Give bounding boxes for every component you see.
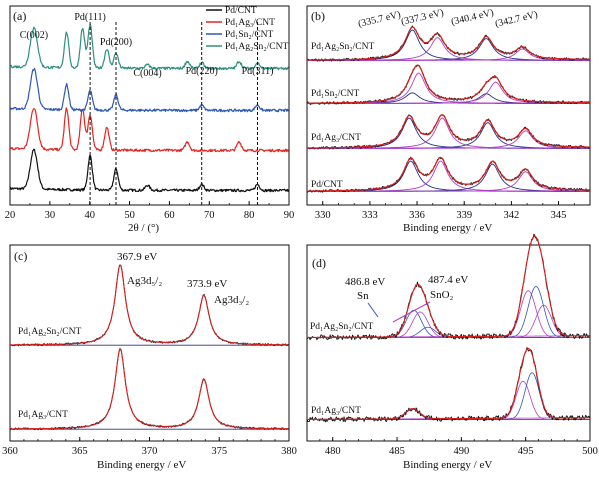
panel-a-tick-label: 30 — [45, 210, 56, 221]
panel-b-tick-label: 336 — [409, 210, 425, 221]
panel-b-tick-label: 342 — [504, 210, 520, 221]
panel-a-tick-label: 40 — [84, 210, 95, 221]
panel-a-tick-label: 20 — [5, 210, 16, 221]
peak-energy-label: 487.4 eV — [428, 274, 468, 286]
xps-fit-envelope — [307, 156, 590, 192]
panel-a-legend: Pd/CNT Pd₁Ag₃/CNT Pd₁Sn₂/CNT Pd₁Ag₂Sn₂/CNT — [206, 6, 288, 52]
panel-c-tick-label: 375 — [211, 446, 227, 457]
sample-label: Pd₁Ag₂Sn₂/CNT — [311, 42, 374, 52]
xrd-peak-label: Pd(200) — [100, 37, 132, 48]
panel-a: 20 30 40 50 60 70 80 90 C(002) Pd(111) Pd(200) C(0… — [5, 5, 295, 234]
xps-energy-label: (335.7 eV) — [357, 9, 402, 29]
sample-label: Pd₁Ag₂Sn₂/CNT — [18, 327, 81, 337]
panel-d-tick-label: 500 — [582, 446, 598, 457]
peak-energy-label: 367.9 eV — [117, 251, 157, 263]
legend-entry: Pd₁Ag₃/CNT — [225, 18, 275, 28]
xps-fit-envelope — [307, 114, 590, 149]
xps-fit-envelope — [10, 348, 289, 430]
xrd-peak-label: Pd(220) — [186, 66, 218, 77]
panel-a-tick-label: 90 — [284, 210, 295, 221]
panel-c-label: (c) — [14, 249, 27, 263]
xps-fit-envelope — [307, 235, 590, 338]
xps-energy-label: (342.7 eV) — [494, 9, 539, 29]
xrd-series-line — [9, 23, 289, 71]
annotation-arrow — [392, 301, 431, 323]
panel-d: 480 485 490 495 500 (d) 486.8 eV Sn 487.4 eV Sn… — [306, 233, 598, 471]
legend-entry: Pd₁Ag₂Sn₂/CNT — [225, 42, 288, 52]
peak-name-label: Ag3d₅/₂ — [127, 275, 162, 287]
panel-b-xlabel: Binding energy / eV — [403, 222, 492, 234]
panel-d-tick-label: 490 — [453, 446, 469, 457]
xrd-series-line — [9, 67, 289, 113]
peak-energy-label: 486.8 eV — [345, 276, 385, 288]
panel-a-tick-label: 70 — [204, 210, 215, 221]
panel-a-tick-label: 80 — [244, 210, 255, 221]
panel-b-tick-label: 330 — [315, 210, 331, 221]
peak-name-label: Sn — [357, 290, 369, 302]
sample-label: Pd₁Ag₃/CNT — [18, 410, 68, 420]
panel-d-xlabel: Binding energy / eV — [403, 459, 492, 471]
panel-d-tick-label: 495 — [518, 446, 534, 457]
sample-label: Pd₁Ag₂Sn₂/CNT — [310, 322, 373, 332]
xrd-peak-label: C(004) — [133, 68, 161, 79]
xps-energy-label: (337.3 eV) — [400, 7, 445, 27]
sample-label: Pd₁Ag₃/CNT — [311, 133, 361, 143]
xps-fit-envelope — [306, 26, 590, 61]
panel-c-tick-label: 380 — [281, 446, 297, 457]
sample-label: Pd₁Sn₂/CNT — [311, 89, 360, 99]
panel-a-tick-label: 60 — [164, 210, 175, 221]
xps-energy-label: (340.4 eV) — [450, 7, 495, 27]
panel-a-xlabel: 2θ / (°) — [128, 222, 159, 234]
panel-d-tick-label: 480 — [325, 446, 341, 457]
panel-a-tick-label: 50 — [124, 210, 135, 221]
legend-entry: Pd₁Sn₂/CNT — [225, 30, 274, 40]
xps-background-line — [307, 147, 590, 149]
panel-b-label: (b) — [311, 9, 325, 23]
xrd-peak-label: C(002) — [20, 30, 48, 41]
panel-c-tick-label: 370 — [142, 446, 158, 457]
xrd-peak-label: Pd(111) — [74, 12, 105, 23]
panel-a-label: (a) — [13, 9, 26, 23]
xrd-series-line — [9, 148, 290, 193]
panel-c-xlabel: Binding energy / eV — [97, 459, 186, 471]
panel-b-tick-label: 339 — [456, 210, 472, 221]
peak-name-label: Ag3d₃/₂ — [214, 294, 249, 306]
peak-energy-label: 373.9 eV — [187, 278, 227, 290]
sample-label: Pd₁Ag₃/CNT — [311, 406, 361, 416]
sample-label: Pd/CNT — [311, 180, 343, 190]
panel-c-tick-label: 365 — [72, 446, 88, 457]
panel-b-tick-label: 333 — [362, 210, 378, 221]
xrd-series-line — [9, 107, 290, 153]
xps-fit-envelope — [307, 347, 590, 420]
xrd-peak-label: Pd(311) — [242, 66, 274, 77]
annotation-arrow — [367, 302, 379, 318]
xps-fit-envelope — [306, 64, 590, 104]
panel-b: 330 333 336 339 342 345 (b) (335.7 eV)(337.3 … — [306, 5, 591, 234]
xps-fit-envelope — [10, 264, 289, 346]
panel-b-tick-label: 345 — [551, 210, 567, 221]
panel-c-tick-label: 360 — [2, 446, 18, 457]
legend-entry: Pd/CNT — [225, 6, 257, 16]
panel-d-tick-label: 485 — [389, 446, 405, 457]
panel-c: 360 365 370 375 380 (c) 367.9 eV Ag3d₅/₂ 373.9… — [2, 244, 297, 471]
panel-d-label: (d) — [312, 256, 326, 270]
peak-name-label: SnO₂ — [430, 289, 454, 301]
